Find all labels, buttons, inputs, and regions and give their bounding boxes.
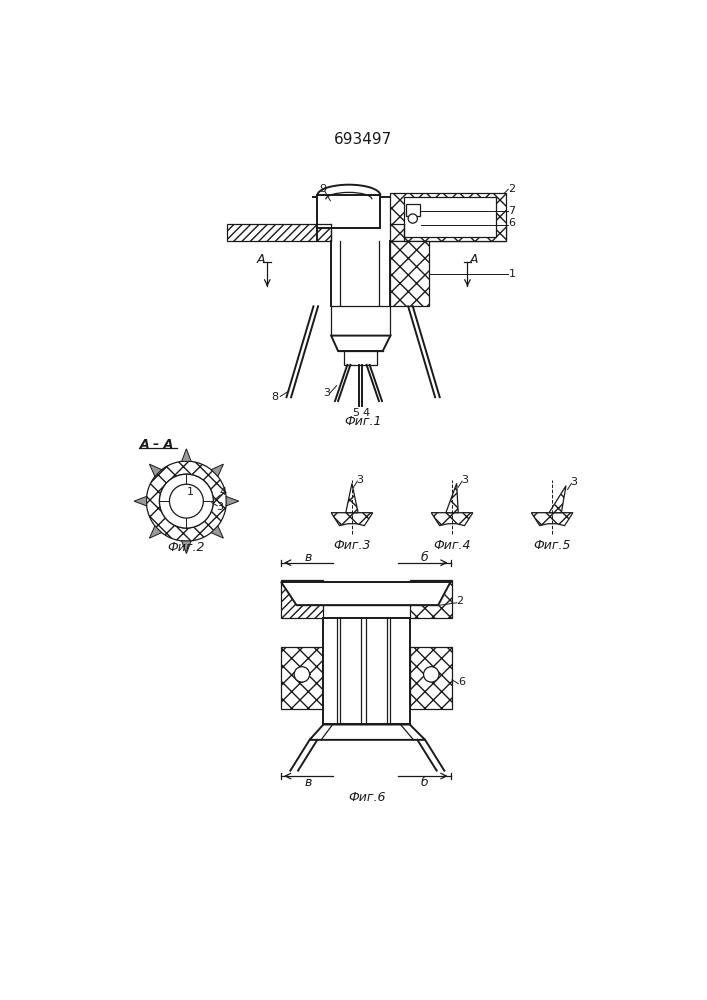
- Text: 9: 9: [319, 184, 326, 194]
- Text: Фиг.5: Фиг.5: [533, 539, 571, 552]
- Bar: [409, 647, 452, 709]
- Bar: [409, 580, 452, 618]
- Polygon shape: [182, 449, 191, 461]
- Polygon shape: [331, 336, 390, 351]
- Text: б: б: [421, 551, 428, 564]
- Text: 8: 8: [271, 392, 279, 402]
- Text: 3: 3: [461, 475, 468, 485]
- Text: б: б: [421, 776, 428, 789]
- Text: 3: 3: [216, 502, 223, 512]
- Text: 6: 6: [458, 677, 464, 687]
- Polygon shape: [310, 724, 425, 740]
- Text: в: в: [305, 551, 312, 564]
- Circle shape: [294, 667, 310, 682]
- Circle shape: [170, 484, 204, 518]
- Text: Фиг.1: Фиг.1: [344, 415, 382, 428]
- Polygon shape: [390, 193, 506, 241]
- Bar: [402, 224, 506, 241]
- Text: A: A: [257, 253, 265, 266]
- Bar: [281, 647, 324, 709]
- Circle shape: [423, 667, 439, 682]
- Polygon shape: [211, 526, 223, 538]
- Bar: [406, 204, 420, 216]
- Text: 1: 1: [187, 487, 194, 497]
- Bar: [281, 580, 324, 618]
- Polygon shape: [226, 496, 239, 506]
- Text: 4: 4: [362, 408, 369, 418]
- Text: Фиг.4: Фиг.4: [433, 539, 471, 552]
- Text: 3: 3: [323, 388, 330, 398]
- Polygon shape: [549, 486, 566, 513]
- Polygon shape: [346, 483, 358, 513]
- Text: 2: 2: [508, 184, 515, 194]
- Text: в: в: [305, 776, 312, 789]
- Polygon shape: [134, 496, 146, 506]
- Text: A: A: [469, 253, 478, 266]
- Text: 7: 7: [508, 206, 515, 216]
- Polygon shape: [149, 526, 162, 538]
- Text: 1: 1: [508, 269, 515, 279]
- Circle shape: [408, 214, 417, 223]
- Text: 4: 4: [219, 487, 226, 497]
- Text: 693497: 693497: [334, 132, 392, 147]
- Text: 3: 3: [356, 475, 363, 485]
- Polygon shape: [331, 513, 373, 526]
- Text: A – A: A – A: [140, 438, 175, 451]
- Polygon shape: [431, 513, 473, 526]
- Text: 2: 2: [456, 596, 463, 606]
- Bar: [227, 224, 331, 241]
- Text: Фиг.3: Фиг.3: [333, 539, 370, 552]
- Polygon shape: [281, 582, 450, 605]
- Polygon shape: [532, 513, 573, 526]
- Polygon shape: [446, 483, 458, 513]
- Text: 6: 6: [508, 218, 515, 228]
- Bar: [404, 197, 496, 237]
- Bar: [344, 351, 377, 365]
- Polygon shape: [211, 464, 223, 476]
- Polygon shape: [182, 541, 191, 554]
- Bar: [390, 241, 429, 306]
- Circle shape: [160, 474, 214, 528]
- Text: 3: 3: [571, 477, 577, 487]
- Text: 5: 5: [352, 408, 359, 418]
- Bar: [331, 306, 390, 336]
- Bar: [324, 618, 409, 724]
- Bar: [317, 195, 380, 228]
- Text: Фиг.2: Фиг.2: [168, 541, 205, 554]
- Text: Фиг.6: Фиг.6: [349, 791, 386, 804]
- Polygon shape: [149, 464, 162, 476]
